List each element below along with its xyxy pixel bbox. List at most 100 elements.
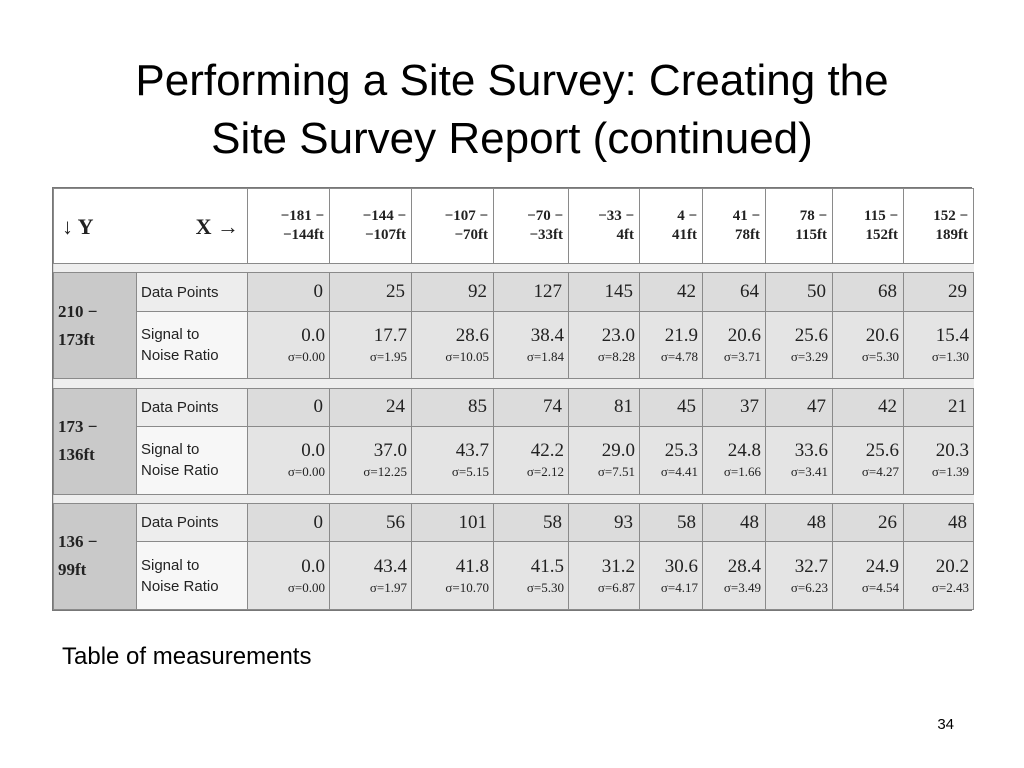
x-range-header: −144 − −107ft xyxy=(329,188,412,264)
snr-row: Signal to Noise Ratio 0.0 σ=0.00 17.7 σ=1.95 2… xyxy=(54,310,974,380)
x-range-start: −70 − xyxy=(527,208,563,224)
data-points-cell: 47 xyxy=(765,387,833,428)
snr-cell: 17.7 σ=1.95 xyxy=(329,310,412,380)
snr-cell: 38.4 σ=1.84 xyxy=(493,310,569,380)
snr-value: 20.6 xyxy=(727,325,761,347)
data-points-cell: 26 xyxy=(832,502,904,543)
x-range-header: 152 − 189ft xyxy=(903,188,974,264)
data-points-cell: 48 xyxy=(765,502,833,543)
separator-cell xyxy=(53,378,974,389)
data-points-cell: 58 xyxy=(493,502,569,543)
snr-value: 38.4 xyxy=(530,325,564,347)
x-range-start: −33 − xyxy=(598,208,634,224)
x-range-start: 115 − xyxy=(864,208,898,224)
slide-title-line-1: Performing a Site Survey: Creating the xyxy=(135,56,889,105)
y-range-cell: 210 − 173ft xyxy=(53,272,137,380)
snr-cell: 0.0 σ=0.00 xyxy=(247,310,330,380)
slide-title-line-2: Site Survey Report (continued) xyxy=(211,114,813,163)
x-range-header: −181 − −144ft xyxy=(247,188,330,264)
snr-value: 30.6 xyxy=(664,555,698,577)
data-points-label: Data Points xyxy=(136,272,248,312)
sigma-value: σ=5.15 xyxy=(451,464,489,480)
snr-cell: 37.0 σ=12.25 xyxy=(329,426,412,495)
data-points-cell: 74 xyxy=(493,387,569,428)
x-range-end: −144ft xyxy=(282,227,324,243)
snr-cell: 25.6 σ=3.29 xyxy=(765,310,833,380)
snr-label: Signal to Noise Ratio xyxy=(136,541,248,610)
snr-value: 32.7 xyxy=(794,555,828,577)
snr-cell: 28.4 σ=3.49 xyxy=(702,541,766,610)
snr-cell: 20.3 σ=1.39 xyxy=(903,426,974,495)
snr-cell: 0.0 σ=0.00 xyxy=(247,426,330,495)
data-points-cell: 145 xyxy=(568,272,640,312)
x-range-header: −33 − 4ft xyxy=(568,188,640,264)
x-range-header: −107 − −70ft xyxy=(411,188,494,264)
axis-corner-cell: ↓ Y X → xyxy=(53,188,248,264)
data-points-cell: 56 xyxy=(329,502,412,543)
snr-value: 37.0 xyxy=(373,440,407,462)
data-points-cell: 42 xyxy=(832,387,904,428)
snr-cell: 42.2 σ=2.12 xyxy=(493,426,569,495)
x-range-end: 41ft xyxy=(672,227,697,243)
snr-cell: 32.7 σ=6.23 xyxy=(765,541,833,610)
x-range-header: 4 − 41ft xyxy=(639,188,703,264)
sigma-value: σ=12.25 xyxy=(363,464,407,480)
snr-value: 28.6 xyxy=(455,325,489,347)
snr-value: 0.0 xyxy=(301,440,325,462)
snr-value: 20.3 xyxy=(935,440,969,462)
snr-value: 43.4 xyxy=(373,555,407,577)
data-points-cell: 21 xyxy=(903,387,974,428)
x-range-start: 4 − xyxy=(677,208,697,224)
snr-cell: 30.6 σ=4.17 xyxy=(639,541,703,610)
snr-cell: 20.6 σ=5.30 xyxy=(832,310,904,380)
snr-cell: 43.4 σ=1.97 xyxy=(329,541,412,610)
snr-label-line-2: Noise Ratio xyxy=(141,462,219,480)
snr-cell: 28.6 σ=10.05 xyxy=(411,310,494,380)
snr-value: 29.0 xyxy=(601,440,635,462)
sigma-value: σ=5.30 xyxy=(526,579,564,595)
snr-cell: 29.0 σ=7.51 xyxy=(568,426,640,495)
y-axis-label: ↓ Y xyxy=(62,213,94,239)
snr-label-line-1: Signal to xyxy=(141,326,200,344)
sigma-value: σ=4.17 xyxy=(660,579,698,595)
snr-cell: 15.4 σ=1.30 xyxy=(903,310,974,380)
x-range-header: 41 − 78ft xyxy=(702,188,766,264)
sigma-value: σ=3.41 xyxy=(790,464,828,480)
data-points-cell: 24 xyxy=(329,387,412,428)
y-range-end: 136ft xyxy=(58,445,95,465)
snr-cell: 0.0 σ=0.00 xyxy=(247,541,330,610)
sigma-value: σ=0.00 xyxy=(287,349,325,365)
snr-cell: 41.8 σ=10.70 xyxy=(411,541,494,610)
sigma-value: σ=0.00 xyxy=(287,579,325,595)
data-points-cell: 93 xyxy=(568,502,640,543)
snr-label-line-2: Noise Ratio xyxy=(141,577,219,595)
sigma-value: σ=4.54 xyxy=(861,579,899,595)
sigma-value: σ=7.51 xyxy=(597,464,635,480)
sigma-value: σ=1.39 xyxy=(931,464,969,480)
snr-cell: 24.8 σ=1.66 xyxy=(702,426,766,495)
y-range-end: 99ft xyxy=(58,560,87,580)
snr-value: 25.6 xyxy=(865,440,899,462)
data-points-cell: 92 xyxy=(411,272,494,312)
snr-value: 41.5 xyxy=(530,555,564,577)
measurement-table-image: ↓ Y X → −181 − −144ft −144 − −107ft −107 −… xyxy=(52,187,974,611)
data-points-row: 210 − 173ft Data Points 0 25 92 127 145 42 64 50 68… xyxy=(53,272,974,380)
snr-value: 15.4 xyxy=(935,325,969,347)
snr-value: 43.7 xyxy=(455,440,489,462)
sigma-value: σ=6.87 xyxy=(597,579,635,595)
x-range-header: 115 − 152ft xyxy=(832,188,904,264)
x-range-end: −107ft xyxy=(364,227,406,243)
page-number: 34 xyxy=(937,716,954,733)
data-points-cell: 29 xyxy=(903,272,974,312)
snr-value: 0.0 xyxy=(301,555,325,577)
data-points-cell: 0 xyxy=(247,387,330,428)
snr-value: 23.0 xyxy=(601,325,635,347)
snr-cell: 23.0 σ=8.28 xyxy=(568,310,640,380)
x-range-end: 4ft xyxy=(616,227,635,243)
sigma-value: σ=3.29 xyxy=(790,349,828,365)
data-points-cell: 42 xyxy=(639,272,703,312)
data-points-label: Data Points xyxy=(136,387,248,428)
data-points-cell: 45 xyxy=(639,387,703,428)
sigma-value: σ=4.78 xyxy=(660,349,698,365)
snr-cell: 33.6 σ=3.41 xyxy=(765,426,833,495)
